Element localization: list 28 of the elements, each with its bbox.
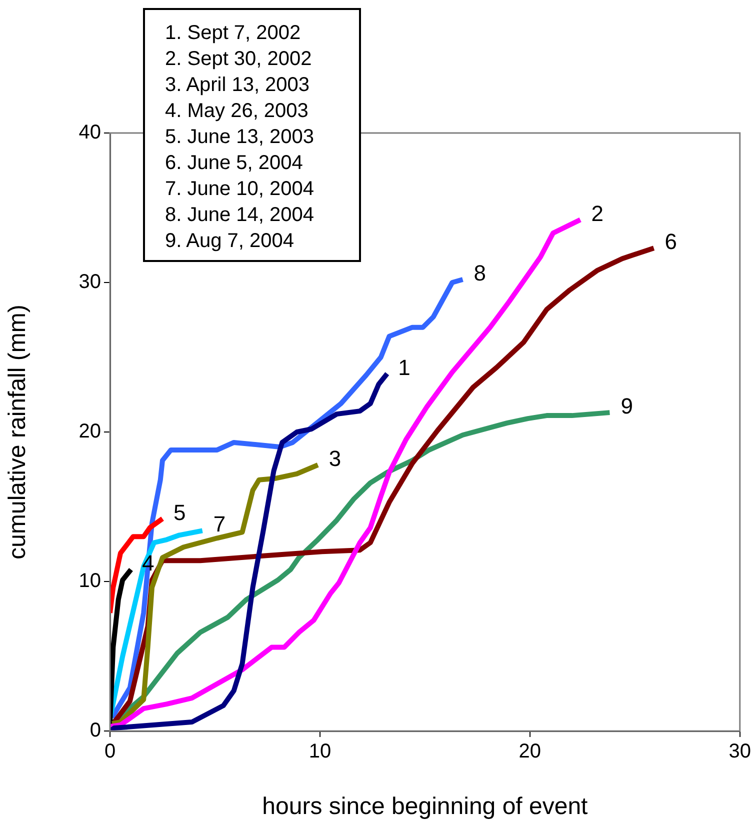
annotation: 6. June 5, 2004 — [165, 151, 304, 176]
annotation: 7. June 10, 2004 — [165, 177, 316, 202]
x-axis-title: hours since beginning of event — [262, 793, 588, 820]
series-label: 3 — [328, 446, 342, 471]
y-tick-label: 30 — [78, 271, 101, 294]
annotation: 5. June 13, 2003 — [165, 125, 316, 150]
text: 1. Sept 7, 2002 — [165, 22, 301, 44]
series-label: 1 — [398, 354, 410, 380]
x-tick-label: 10 — [308, 740, 332, 763]
series-label: 6 — [664, 229, 678, 254]
text: 4. May 26, 2003 — [165, 100, 308, 122]
series-label: 8 — [474, 260, 486, 286]
x-tick-label: 20 — [518, 740, 542, 763]
y-tick-label: 20 — [78, 420, 101, 443]
text: 3. April 13, 2003 — [165, 74, 310, 96]
series-label: 7 — [213, 512, 226, 537]
y-tick-label: 10 — [78, 570, 101, 592]
y-tick-label: 40 — [78, 122, 101, 144]
annotation: 8. June 14, 2004 — [165, 203, 316, 228]
x-tick-label: 30 — [728, 740, 751, 763]
y-axis-title: cumulative rainfall (mm) — [4, 304, 32, 560]
annotation: 9. Aug 7, 2004 — [165, 229, 296, 254]
y-tick-label: 0 — [90, 720, 101, 742]
series-label: 5 — [173, 500, 186, 525]
series-label: 9 — [620, 394, 633, 419]
x-tick-label: 0 — [104, 740, 116, 763]
series-label: 2 — [591, 200, 604, 226]
text: 2. Sept 30, 2002 — [165, 48, 312, 70]
